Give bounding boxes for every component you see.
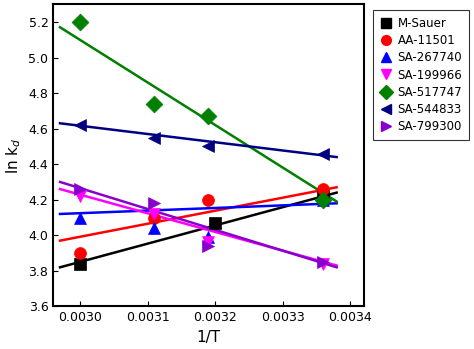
Point (151, 211, 158, 217)
Point (76, 122, 84, 128)
Point (319, 259, 327, 265)
Point (76, 186, 84, 192)
Point (151, 215, 158, 220)
Point (319, 186, 327, 192)
Point (211, 220, 219, 226)
Point (319, 193, 327, 199)
Point (151, 201, 158, 206)
Point (319, 197, 327, 202)
Point (205, 143, 212, 149)
Point (76, 19, 84, 25)
Point (205, 113, 212, 119)
Point (76, 215, 84, 220)
X-axis label: 1/T: 1/T (196, 330, 220, 345)
Point (319, 197, 327, 202)
Point (76, 250, 84, 256)
Point (319, 261, 327, 267)
Point (205, 234, 212, 240)
Point (151, 225, 158, 231)
Y-axis label: ln k$_d$: ln k$_d$ (4, 137, 23, 173)
Point (151, 135, 158, 140)
Point (76, 193, 84, 199)
Point (76, 261, 84, 267)
Point (205, 243, 212, 249)
Point (205, 240, 212, 245)
Point (205, 197, 212, 202)
Point (151, 101, 158, 106)
Point (319, 151, 327, 156)
Legend: M-Sauer, AA-11501, SA-267740, SA-199966, SA-517747, SA-544833, SA-799300: M-Sauer, AA-11501, SA-267740, SA-199966,… (373, 10, 469, 140)
